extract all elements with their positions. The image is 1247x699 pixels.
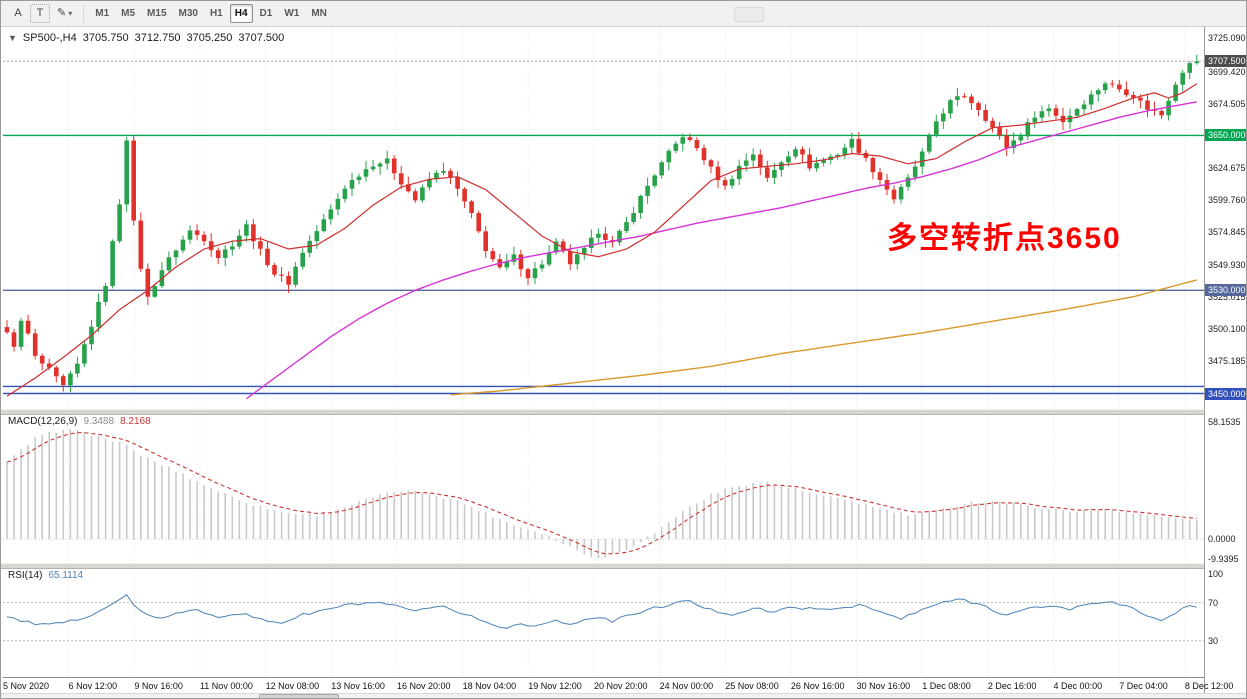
macd-value-main: 9.3488 [83, 416, 115, 427]
chevron-down-icon: ▾ [68, 9, 73, 18]
timeframe-button-m5[interactable]: M5 [116, 4, 140, 23]
ohlc-close: 3707.500 [238, 32, 285, 44]
symbol-ohlc-header: ▼ SP500-,H4 3705.750 3712.750 3705.250 3707.5… [8, 32, 290, 44]
price-axis-label: 3699.420 [1208, 66, 1246, 77]
time-axis-label: 19 Nov 12:00 [528, 681, 582, 691]
macd-axis-label: -9.9395 [1208, 554, 1239, 565]
draw-tool-button[interactable]: ✎ ▾ [52, 4, 77, 23]
time-axis-label: 8 Dec 12:00 [1184, 681, 1234, 691]
time-axis-label: 20 Nov 20:00 [593, 681, 648, 691]
price-axis-label: 3525.015 [1208, 291, 1246, 302]
toolbar-separator [83, 4, 85, 23]
macd-axis-label: 0.0000 [1208, 534, 1236, 545]
ohlc-low: 3705.250 [186, 32, 233, 44]
rsi-axis-label: 70 [1208, 597, 1219, 608]
rsi-axis-label: 30 [1208, 635, 1219, 646]
ohlc-high: 3712.750 [134, 32, 181, 44]
macd-value-signal: 8.2168 [120, 416, 151, 427]
time-axis-label: 7 Dec 04:00 [1119, 681, 1168, 691]
ohlc-open: 3705.750 [82, 32, 129, 44]
cursor-tool-button[interactable]: A [8, 4, 28, 23]
time-axis-label: 12 Nov 08:00 [265, 681, 320, 691]
timeframe-button-d1[interactable]: D1 [255, 4, 278, 23]
candlestick-chart[interactable] [3, 27, 1204, 409]
timeframe-button-m1[interactable]: M1 [90, 4, 114, 23]
time-axis-label: 9 Nov 16:00 [134, 681, 183, 691]
rsi-header: RSI(14) 65.1114 [8, 570, 89, 581]
macd-axis-label: 58.1535 [1208, 417, 1241, 428]
timeframe-button-mn[interactable]: MN [306, 4, 332, 23]
timeframe-button-h1[interactable]: H1 [205, 4, 228, 23]
text-tool-button[interactable]: T [30, 4, 50, 23]
rsi-label: RSI(14) [8, 570, 43, 581]
time-axis-label: 26 Nov 16:00 [790, 681, 845, 691]
hline-price-tag: 3450.000 [1205, 387, 1246, 400]
time-axis-label: 4 Dec 00:00 [1053, 681, 1103, 691]
time-axis-label: 1 Dec 08:00 [922, 681, 971, 691]
time-axis-label: 5 Nov 2020 [3, 681, 50, 691]
hline-price-tag: 3530.000 [1205, 284, 1246, 297]
rsi-pane[interactable] [3, 567, 1204, 677]
price-axis[interactable]: 3725.090 3699.420 3674.505 3624.675 3599.760… [1205, 27, 1246, 698]
chart-annotation-text[interactable]: 多空转折点3650 [887, 222, 1122, 255]
macd-header: MACD(12,26,9) 9.3488 8.2168 [8, 416, 157, 427]
pencil-icon: ✎ [57, 7, 67, 19]
price-axis-label: 3624.675 [1208, 163, 1246, 174]
price-chart-pane[interactable] [3, 27, 1204, 409]
time-axis-label: 30 Nov 16:00 [856, 681, 911, 691]
price-axis-label: 3500.100 [1208, 323, 1246, 334]
symbol-title: SP500-,H4 [22, 32, 77, 44]
time-axis-label: 11 Nov 00:00 [199, 681, 253, 691]
rsi-chart[interactable] [3, 567, 1204, 677]
timeframe-button-w1[interactable]: W1 [279, 4, 304, 23]
rsi-value: 65.1114 [48, 570, 84, 581]
price-axis-label: 3475.185 [1208, 356, 1246, 366]
rsi-axis-label: 100 [1208, 569, 1224, 580]
axis-separator-line [1204, 27, 1205, 698]
time-axis-label: 24 Nov 00:00 [659, 681, 714, 691]
price-axis-label: 3725.090 [1208, 33, 1246, 44]
price-axis-label: 3599.760 [1208, 195, 1246, 206]
time-axis-label: 25 Nov 08:00 [725, 681, 779, 691]
time-axis-label: 6 Nov 12:00 [68, 681, 118, 691]
timeframe-button-h4[interactable]: H4 [229, 4, 253, 23]
hline-price-tag: 3650.000 [1205, 129, 1246, 142]
pane-splitter-rsi[interactable] [1, 563, 1246, 569]
horizontal-scrollbar[interactable] [1, 693, 1246, 698]
toolbar-handle [734, 7, 764, 22]
pane-splitter-macd[interactable] [1, 409, 1246, 415]
timeframe-button-group: M1 M5 M15 M30 H1 H4 D1 W1 MN [89, 4, 333, 23]
price-axis-label: 3549.930 [1208, 259, 1246, 270]
collapse-icon[interactable]: ▼ [8, 33, 17, 43]
scrollbar-thumb[interactable] [259, 694, 339, 698]
timeframe-button-m30[interactable]: M30 [174, 4, 203, 23]
time-axis-label: 2 Dec 16:00 [987, 681, 1037, 691]
timeframe-button-m15[interactable]: M15 [142, 4, 171, 23]
price-axis-label: 3574.845 [1208, 227, 1246, 238]
time-axis[interactable]: 5 Nov 2020 6 Nov 12:00 9 Nov 16:00 11 Nov 0… [3, 677, 1233, 694]
time-axis-label: 16 Nov 20:00 [396, 681, 451, 691]
macd-chart[interactable] [3, 413, 1204, 563]
price-axis-label: 3674.505 [1208, 98, 1246, 109]
time-axis-label: 13 Nov 16:00 [331, 681, 385, 691]
macd-label: MACD(12,26,9) [8, 416, 78, 427]
macd-pane[interactable] [3, 413, 1204, 563]
toolbar: A T ✎ ▾ M1 M5 M15 M30 H1 H4 D1 W1 MN [1, 1, 1246, 27]
current-price-tag: 3707.500 [1205, 55, 1246, 68]
time-axis-label: 18 Nov 04:00 [462, 681, 517, 691]
